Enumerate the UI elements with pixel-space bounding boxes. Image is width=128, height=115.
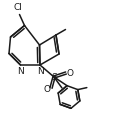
Text: S: S <box>52 72 57 81</box>
Text: O: O <box>44 84 51 93</box>
Text: Cl: Cl <box>13 3 22 12</box>
Text: N: N <box>17 67 23 76</box>
Text: N: N <box>37 66 44 75</box>
Text: O: O <box>67 68 73 77</box>
